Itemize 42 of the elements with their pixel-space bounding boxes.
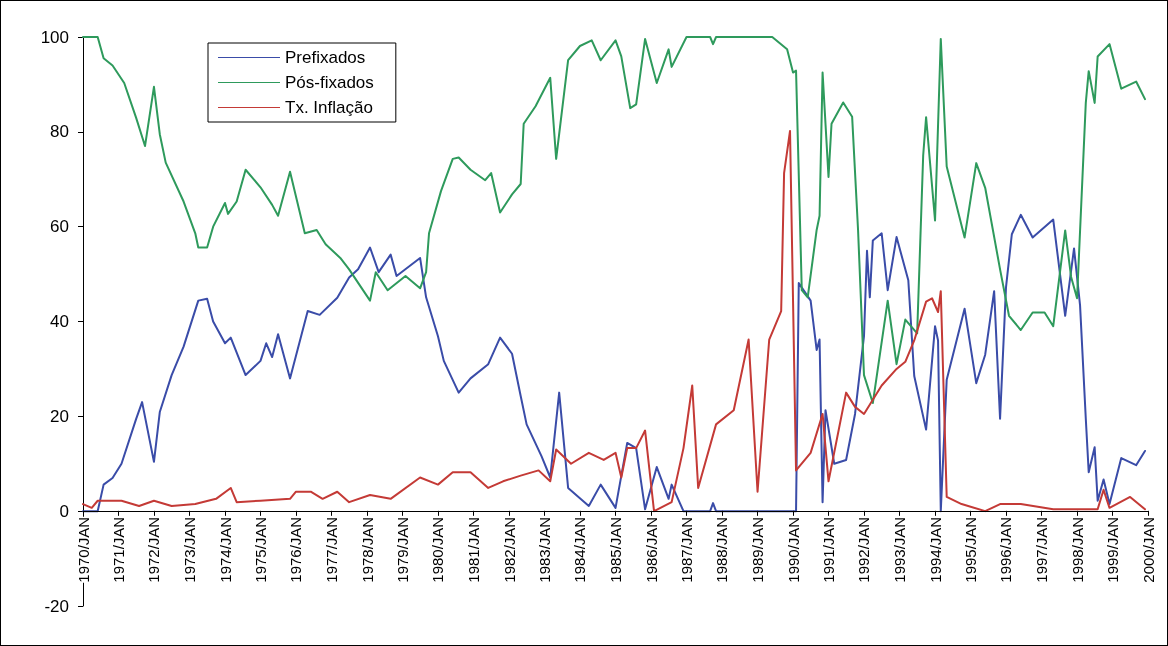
x-tick-label: 1992/JAN — [855, 516, 873, 583]
x-tick-label: 1970/JAN — [74, 516, 92, 583]
y-tick-label: 100 — [40, 27, 69, 47]
y-tick-label: -20 — [44, 596, 69, 616]
x-tick-label: 1997/JAN — [1033, 516, 1051, 583]
x-tick-label: 1980/JAN — [429, 516, 447, 583]
x-tick-label: 1999/JAN — [1104, 516, 1122, 583]
x-tick-label: 1987/JAN — [678, 516, 695, 583]
x-tick-label: 1985/JAN — [607, 516, 625, 583]
x-tick-label: 1988/JAN — [713, 516, 731, 583]
y-tick-label: 20 — [50, 406, 69, 426]
x-tick-label: 1995/JAN — [962, 516, 980, 583]
x-tick-label: 1977/JAN — [323, 516, 341, 583]
y-tick-label: 80 — [50, 122, 69, 142]
x-tick-label: 1986/JAN — [642, 516, 660, 583]
x-tick-label: 1978/JAN — [358, 516, 376, 583]
x-tick-label: 1974/JAN — [216, 516, 234, 583]
x-tick-label: 1996/JAN — [997, 516, 1015, 583]
x-tick-label: 1982/JAN — [500, 516, 518, 583]
x-tick-label: 1993/JAN — [891, 516, 909, 583]
x-tick-label: 1994/JAN — [926, 516, 944, 583]
x-tick-label: 1979/JAN — [393, 516, 411, 583]
x-tick-label: 1973/JAN — [181, 516, 199, 583]
x-tick-label: 1972/JAN — [145, 516, 163, 583]
x-tick-label: 1971/JAN — [109, 516, 127, 583]
x-tick-label: 1975/JAN — [251, 516, 269, 583]
x-tick-label: 1990/JAN — [784, 516, 802, 583]
x-tick-label: 1983/JAN — [536, 516, 553, 583]
x-tick-label: 1989/JAN — [749, 516, 767, 583]
y-tick-label: 60 — [50, 217, 69, 237]
x-tick-label: 1998/JAN — [1068, 516, 1086, 583]
x-tick-label: 1991/JAN — [820, 516, 838, 583]
x-tick-label: 2000/JAN — [1139, 516, 1157, 583]
x-tick-label: 1984/JAN — [571, 516, 589, 583]
legend-label: Prefixados — [285, 48, 366, 67]
legend-label: Tx. Inflação — [285, 98, 373, 117]
x-tick-label: 1981/JAN — [465, 516, 483, 583]
line-series — [82, 36, 1146, 405]
legend-label: Pós-fixados — [285, 73, 374, 92]
x-tick-label: 1976/JAN — [287, 516, 305, 583]
y-tick-label: 0 — [59, 501, 69, 521]
y-tick-label: 40 — [50, 312, 69, 331]
